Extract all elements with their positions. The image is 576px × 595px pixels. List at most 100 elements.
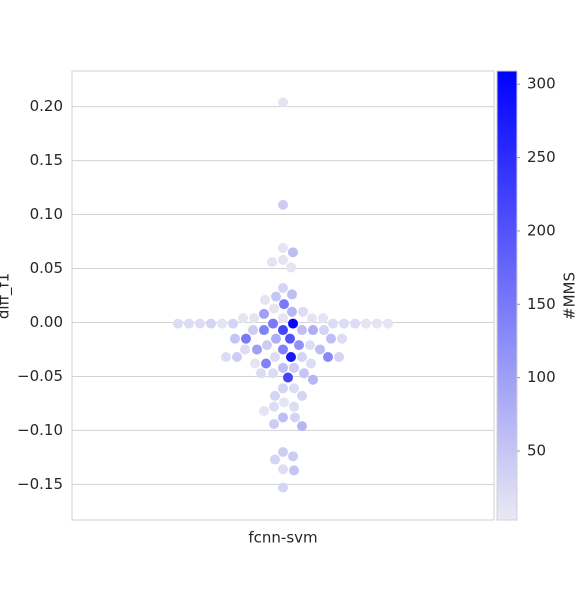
point (307, 313, 317, 324)
plot-frame (71, 70, 495, 521)
point (287, 306, 297, 317)
point (297, 421, 307, 432)
point (217, 318, 227, 329)
colorbar-tick-label: 200 (527, 221, 556, 239)
point (270, 390, 280, 401)
point (267, 257, 277, 268)
point (297, 390, 307, 401)
point (308, 374, 318, 385)
point (383, 318, 393, 329)
point (297, 352, 307, 363)
point (318, 313, 328, 324)
point (278, 362, 288, 373)
point (278, 97, 288, 108)
point (298, 306, 308, 317)
point (271, 333, 281, 344)
point (269, 401, 279, 412)
y-tick-label: 0.00 (30, 313, 63, 331)
point (372, 318, 382, 329)
colorbar-tick-label: 250 (527, 148, 556, 166)
colorbar-label: #MMS (561, 272, 576, 320)
point (279, 299, 289, 310)
point (261, 358, 271, 369)
y-tick-label: 0.05 (30, 259, 63, 277)
point (287, 289, 297, 300)
point (268, 318, 278, 329)
point (259, 405, 269, 416)
point (279, 397, 289, 408)
point (270, 454, 280, 465)
colorbar-tick-label: 300 (527, 75, 556, 93)
point (269, 303, 279, 314)
point (278, 464, 288, 475)
point (283, 372, 293, 383)
point (286, 352, 296, 363)
point (249, 313, 259, 324)
point (260, 294, 270, 305)
y-tick-label: 0.10 (30, 205, 63, 223)
point (319, 325, 329, 336)
point (288, 451, 298, 462)
point (259, 325, 269, 336)
colorbar-tick-label: 50 (527, 442, 546, 460)
point (278, 482, 288, 493)
point (256, 368, 266, 379)
point (288, 247, 298, 258)
point (278, 254, 288, 265)
point (262, 340, 272, 351)
point (271, 291, 281, 302)
colorbar-tick-label: 150 (527, 295, 556, 313)
point (173, 318, 183, 329)
point (206, 318, 216, 329)
point (240, 344, 250, 355)
point (289, 401, 299, 412)
point (241, 333, 251, 344)
y-tick-label: −0.10 (17, 421, 63, 439)
y-tick-label: 0.20 (30, 97, 63, 115)
point (289, 383, 299, 394)
point (278, 243, 288, 254)
point (299, 368, 309, 379)
point (278, 383, 288, 394)
point (285, 333, 295, 344)
point (361, 318, 371, 329)
colorbar-tick-label: 100 (527, 368, 556, 386)
point (230, 333, 240, 344)
y-tick-label: −0.05 (17, 367, 63, 385)
point (334, 352, 344, 363)
point (278, 344, 288, 355)
point (252, 344, 262, 355)
point (228, 318, 238, 329)
point (250, 358, 260, 369)
point (339, 318, 349, 329)
point (278, 282, 288, 293)
point (248, 325, 258, 336)
point (297, 325, 307, 336)
point (184, 318, 194, 329)
point (337, 333, 347, 344)
point (238, 313, 248, 324)
y-axis-label: diff_f1 (0, 273, 14, 319)
point (294, 340, 304, 351)
point (278, 447, 288, 458)
point (323, 352, 333, 363)
point (259, 308, 269, 319)
y-tick-label: 0.15 (30, 151, 63, 169)
point (308, 325, 318, 336)
point (289, 465, 299, 476)
point (290, 412, 300, 423)
point (328, 318, 338, 329)
point (305, 340, 315, 351)
point (306, 358, 316, 369)
colorbar (496, 70, 518, 521)
point (286, 262, 296, 273)
point (269, 418, 279, 429)
point (268, 368, 278, 379)
point (326, 333, 336, 344)
point (289, 362, 299, 373)
point (278, 412, 288, 423)
point (195, 318, 205, 329)
x-tick-label: fcnn-svm (248, 529, 317, 547)
point (315, 344, 325, 355)
point (270, 352, 280, 363)
